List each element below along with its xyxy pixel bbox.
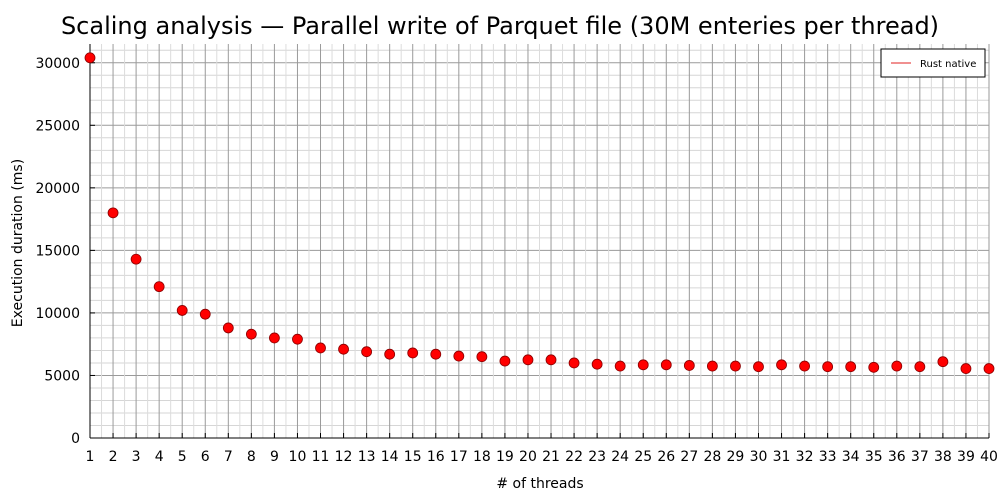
- data-point: [683, 360, 695, 371]
- chart-title: Scaling analysis — Parallel write of Par…: [61, 12, 939, 40]
- data-point: [522, 354, 534, 366]
- x-tick-label: 36: [888, 449, 906, 465]
- y-tick-label: 15000: [35, 243, 80, 259]
- x-tick-label: 12: [335, 449, 353, 465]
- y-tick-label: 10000: [35, 306, 80, 322]
- x-tick-label: 27: [680, 449, 698, 465]
- x-tick-label: 11: [312, 449, 330, 465]
- x-tick-label: 37: [911, 449, 929, 465]
- data-point: [868, 361, 880, 373]
- x-axis-ticks: 1 2 3 4 5 6 7 8 9 10 11 12 13 14 15 16 17 18 19 20 21 22 23 24 2…: [86, 433, 998, 465]
- data-point: [499, 355, 511, 367]
- data-point: [545, 354, 557, 366]
- data-point: [776, 359, 787, 371]
- x-tick-label: 6: [201, 449, 210, 465]
- x-tick-label: 31: [773, 449, 791, 465]
- data-point: [637, 359, 649, 371]
- data-point: [199, 308, 211, 320]
- data-point: [845, 361, 857, 373]
- data-point: [891, 360, 903, 372]
- y-tick-label: 0: [71, 431, 80, 447]
- x-tick-label: 10: [289, 449, 307, 465]
- data-point: [937, 356, 949, 368]
- data-point: [130, 253, 142, 265]
- data-point: [222, 322, 234, 334]
- x-tick-label: 40: [980, 449, 998, 465]
- data-point: [153, 281, 165, 293]
- x-tick-label: 8: [247, 449, 256, 465]
- x-tick-label: 33: [819, 449, 837, 465]
- x-tick-label: 30: [750, 449, 768, 465]
- data-point: [568, 357, 580, 369]
- y-tick-label: 30000: [35, 56, 80, 72]
- x-tick-label: 24: [611, 449, 629, 465]
- x-tick-label: 34: [842, 449, 860, 465]
- x-tick-label: 1: [86, 449, 95, 465]
- axes: [89, 44, 989, 439]
- data-point: [983, 363, 995, 374]
- x-tick-label: 13: [358, 449, 376, 465]
- data-point: [591, 358, 603, 370]
- legend: Rust native: [880, 48, 986, 78]
- y-tick-label: 5000: [44, 368, 80, 384]
- x-tick-label: 3: [132, 449, 141, 465]
- x-tick-label: 2: [109, 449, 118, 465]
- x-tick-label: 38: [934, 449, 952, 465]
- x-tick-label: 7: [224, 449, 233, 465]
- x-tick-label: 35: [865, 449, 883, 465]
- data-point: [269, 332, 280, 344]
- data-point: [822, 361, 834, 373]
- grid: [89, 44, 990, 438]
- data-point: [292, 333, 303, 345]
- data-point: [753, 361, 764, 373]
- data-point: [107, 207, 119, 219]
- data-points: [84, 52, 995, 374]
- x-tick-label: 28: [703, 449, 721, 465]
- x-tick-label: 39: [957, 449, 975, 465]
- data-point: [361, 346, 373, 358]
- data-point: [476, 351, 488, 363]
- data-point: [245, 328, 257, 340]
- data-point: [384, 348, 396, 360]
- data-point: [176, 305, 188, 316]
- data-point: [660, 359, 672, 371]
- x-tick-label: 20: [519, 449, 537, 465]
- x-tick-label: 21: [542, 449, 560, 465]
- x-axis-title: # of threads: [496, 476, 583, 492]
- data-point: [338, 343, 349, 355]
- data-point: [614, 360, 626, 372]
- data-point: [315, 342, 326, 354]
- legend-label: Rust native: [920, 59, 976, 70]
- y-axis-title: Execution duration (ms): [10, 159, 26, 327]
- x-tick-label: 29: [727, 449, 745, 465]
- x-tick-label: 25: [634, 449, 652, 465]
- data-point: [407, 347, 419, 359]
- x-tick-label: 14: [381, 449, 399, 465]
- x-tick-label: 18: [473, 449, 491, 465]
- x-tick-label: 17: [450, 449, 468, 465]
- y-tick-label: 20000: [35, 181, 80, 197]
- x-tick-label: 9: [270, 449, 279, 465]
- x-tick-label: 15: [404, 449, 422, 465]
- x-tick-label: 16: [427, 449, 445, 465]
- data-point: [730, 360, 741, 372]
- data-point: [453, 350, 465, 362]
- data-point: [84, 52, 96, 64]
- data-point: [430, 348, 442, 360]
- x-tick-label: 22: [565, 449, 583, 465]
- data-point: [960, 363, 972, 374]
- y-axis-ticks: 0 5000 10000 15000 20000 25000 30000: [35, 56, 95, 447]
- x-tick-label: 4: [155, 449, 164, 465]
- x-tick-label: 23: [588, 449, 606, 465]
- x-tick-label: 26: [657, 449, 675, 465]
- x-tick-label: 19: [496, 449, 514, 465]
- x-tick-label: 5: [178, 449, 187, 465]
- data-point: [799, 360, 810, 372]
- x-tick-label: 32: [796, 449, 814, 465]
- data-point: [914, 361, 926, 373]
- y-tick-label: 25000: [35, 118, 80, 134]
- data-point: [706, 360, 718, 372]
